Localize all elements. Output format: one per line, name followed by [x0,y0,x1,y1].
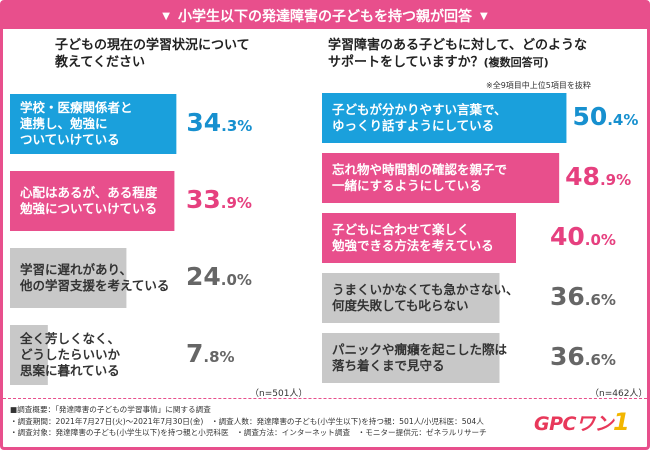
bar-value-dec: .0% [220,271,252,289]
bar-category-text: 子どもが分かりやすい言葉で、 ゆっくり話すようにしている [332,102,507,134]
bar [322,153,560,203]
bar [10,248,127,308]
bar-category-label: 子どもが分かりやすい言葉で、 ゆっくり話すようにしている [332,93,582,143]
bar-category-line: 子どもに合わせて楽しく [332,222,470,237]
bar-category-label: 子どもに合わせて楽しく 勉強できる方法を考えている [332,213,582,263]
chart-title-suffix: (複数回答可) [483,56,549,69]
bar-value-int: 7 [186,339,204,368]
bar [322,273,500,323]
bar-value-dec: .4% [607,111,639,129]
bar-value-label: 34.3% [186,108,252,137]
chart-title-line: 教えてください [55,55,145,70]
bar-category-text: 学校・医療関係者と 連携し、勉強に ついていけている [20,100,133,148]
footer-line: ■調査概要：「発達障害の子どもの学習事情」に関する調査 [10,405,211,414]
bar-category-line: 子どもが分かりやすい言葉で、 [332,102,507,117]
chart-title: 学習障害のある子どもに対して、どのような サポートをしていますか？(複数回答可) [328,37,587,71]
bar-category-label: 全く芳しくなく、 どうしたらいいか 思案に暮れている [20,325,220,385]
bar-value-label: 24.0% [186,262,252,291]
bar-category-line: 忘れ物や時間割の確認を親子で [332,162,508,177]
bar-category-line: 他の学習支援を考えている [20,278,170,293]
bar-value-label: 36.6% [550,342,616,371]
bar-category-line: 何度失敗しても叱らない [332,298,469,313]
bar-value-dec: .6% [584,351,616,369]
bar-value-label: 33.9% [186,185,252,214]
bar-category-line: 連携し、勉強に [20,116,108,131]
bar-value-label: 40.0% [550,222,616,251]
bar-value-int: 24 [186,262,221,291]
bar-value-label: 7.8% [186,339,235,368]
bar-category-label: 心配はあるが、ある程度 勉強についていけている [20,171,220,231]
bar-category-line: 思案に暮れている [20,363,120,378]
bar-value-dec: .9% [220,194,252,212]
survey-footer: ■調査概要：「発達障害の子どもの学習事情」に関する調査 ・調査期間：2021年7… [10,404,487,439]
chart-note: ※全9項目中上位5項目を抜粋 [486,81,591,90]
bar [322,213,516,263]
chart-title-line: サポートをしていますか？ [328,55,484,70]
bar-category-line: パニックや癇癪を起こした際は [332,342,508,357]
bar [10,171,175,231]
bar-value-label: 50.4% [572,102,638,131]
bar-category-text: パニックや癇癪を起こした際は 落ち着くまで見守る [332,342,507,374]
bar [322,93,567,143]
footer-line: ・調査対象：発達障害の子ども(小学生以下)を持つ親と小児科医 ・調査方法：インタ… [10,428,487,437]
bar-category-line: 全く芳しくなく、 [20,331,121,346]
bar-value-int: 34 [186,108,222,137]
bar-category-label: 忘れ物や時間割の確認を親子で 一緒にするようにしている [332,153,582,203]
sample-size-label: （n=501人） [250,389,308,399]
bar-value-dec: .0% [584,231,616,249]
bar-value-int: 33 [186,185,221,214]
bar-category-line: 学校・医療関係者と [20,100,133,115]
bar-category-text: 心配はあるが、ある程度 勉強についていけている [20,185,157,217]
bar-value-int: 36 [550,342,585,371]
bar-category-text: 子どもに合わせて楽しく 勉強できる方法を考えている [332,222,494,254]
bar-value-label: 36.6% [550,282,616,311]
bar-value-int: 36 [550,282,585,311]
bar-category-label: 学校・医療関係者と 連携し、勉強に ついていけている [20,94,220,154]
bar-category-line: うまくいかなくても急かさない、 [332,282,519,297]
gpc-logo: GPCワン1 [534,408,630,436]
bar-category-line: どうしたらいいか [20,347,121,362]
bar-category-line: 落ち着くまで見守る [332,358,445,373]
bar-value-dec: .9% [599,171,632,189]
bar-category-line: 勉強できる方法を考えている [332,238,494,253]
logo-text: GPCワン [534,413,613,435]
bar-category-line: ゆっくり話すようにしている [332,118,495,133]
bar-value-dec: .3% [221,117,253,135]
bar-value-label: 48.9% [565,162,631,191]
bar-category-line: 心配はあるが、ある程度 [20,185,158,200]
bar-category-line: 学習に遅れがあり、 [20,262,133,277]
bar-category-text: うまくいかなくても急かさない、 何度失敗しても叱らない [332,282,519,314]
bar-category-line: 一緒にするようにしている [332,178,482,193]
arrow-down-right-icon: ▼ [480,10,488,22]
bar-category-line: ついていけている [20,132,120,147]
bar-category-label: パニックや癇癪を起こした際は 落ち着くまで見守る [332,333,582,383]
logo-mark: 1 [612,408,630,436]
bar [10,94,177,154]
bar-category-label: うまくいかなくても急かさない、 何度失敗しても叱らない [332,273,582,323]
bar-value-dec: .8% [203,348,235,366]
header-banner: ▼ 小学生以下の発達障害の子どもを持つ親が回答 ▼ [3,3,647,29]
bar-value-dec: .6% [584,291,616,309]
bar [322,333,500,383]
chart-title-line: 学習障害のある子どもに対して、どのような [328,38,587,53]
bar-value-int: 50 [572,102,608,131]
bar-category-line: 勉強についていけている [20,201,158,216]
sample-size-label: （n=462人） [590,389,648,399]
bar-value-int: 40 [550,222,585,251]
bar-category-text: 全く芳しくなく、 どうしたらいいか 思案に暮れている [20,331,120,379]
chart-title-line: 子どもの現在の学習状況について [55,38,250,53]
bar [10,325,48,385]
footer-divider [3,398,647,399]
bar-category-text: 忘れ物や時間割の確認を親子で 一緒にするようにしている [332,162,507,194]
bar-value-int: 48 [565,162,600,191]
chart-title: 子どもの現在の学習状況について 教えてください [55,37,250,71]
bar-category-label: 学習に遅れがあり、 他の学習支援を考えている [20,248,220,308]
arrow-down-left-icon: ▼ [162,10,170,22]
bar-category-text: 学習に遅れがあり、 他の学習支援を考えている [20,262,169,294]
footer-line: ・調査期間：2021年7月27日(火)〜2021年7月30日(金) ・調査人数：… [10,416,484,426]
banner-title: 小学生以下の発達障害の子どもを持つ親が回答 [178,9,472,25]
